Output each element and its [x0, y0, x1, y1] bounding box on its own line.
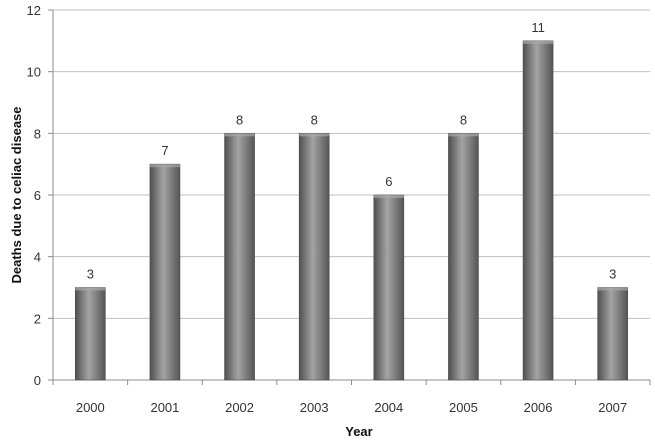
- y-tick-label: 10: [27, 65, 41, 80]
- bar-2006: [522, 40, 554, 381]
- data-label: 8: [236, 112, 243, 127]
- bar-top-highlight: [224, 133, 255, 137]
- x-tick-label: 2005: [449, 400, 478, 415]
- bar-top-highlight: [149, 164, 180, 168]
- y-tick-label: 6: [34, 188, 41, 203]
- y-axis-title: Deaths due to celiac disease: [9, 106, 24, 283]
- data-labels: 3 7 8 8 6 8 11 3: [87, 20, 617, 282]
- bar-2002: [224, 133, 255, 381]
- bar-2005: [448, 133, 479, 381]
- data-label: 8: [311, 112, 318, 127]
- x-tick-label: 2001: [150, 400, 179, 415]
- bar-top-highlight: [523, 40, 554, 44]
- bar-top-highlight: [373, 195, 404, 198]
- bar-top-highlight: [448, 133, 479, 137]
- bars: [75, 40, 628, 381]
- y-tick-label: 2: [34, 311, 41, 326]
- data-label: 3: [609, 267, 616, 282]
- x-tick-label: 2007: [598, 400, 627, 415]
- bar-top-highlight: [597, 287, 628, 291]
- bar-2000: [75, 287, 106, 381]
- y-tick-label: 8: [34, 126, 41, 141]
- y-tick-label: 4: [34, 250, 41, 265]
- bar-2007: [597, 287, 628, 381]
- axes: 0 2 4 6 8 10 12 2000 2001 2002 2003 2004 2005 2006 200…: [27, 3, 651, 415]
- x-tick-label: 2003: [300, 400, 329, 415]
- data-label: 7: [161, 143, 168, 158]
- data-label: 11: [531, 20, 545, 35]
- bar-top-highlight: [75, 287, 106, 291]
- x-tick-label: 2006: [524, 400, 553, 415]
- x-tick-label: 2004: [374, 400, 403, 415]
- x-axis-title: Year: [345, 424, 372, 439]
- x-tick-label: 2000: [76, 400, 105, 415]
- data-label: 3: [87, 267, 94, 282]
- data-label: 8: [460, 112, 467, 127]
- y-tick-label: 0: [34, 373, 41, 388]
- y-tick-label: 12: [27, 3, 41, 18]
- bar-2003: [298, 133, 330, 381]
- bar-top-highlight: [299, 133, 330, 137]
- x-tick-label: 2002: [225, 400, 254, 415]
- gridlines: [53, 9, 650, 319]
- bar-2001: [149, 163, 181, 381]
- data-label: 6: [385, 174, 392, 189]
- bar-2004: [373, 194, 405, 381]
